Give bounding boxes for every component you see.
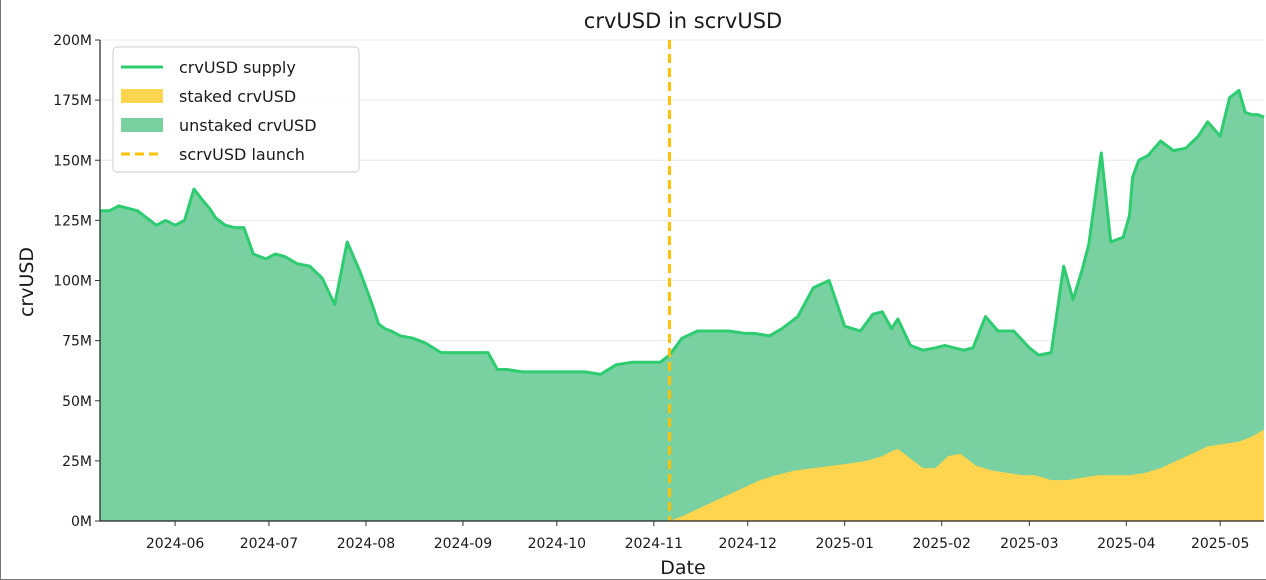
y-tick-label: 150M bbox=[53, 153, 92, 169]
x-tick-label: 2024-11 bbox=[625, 536, 684, 552]
x-tick-label: 2025-03 bbox=[1000, 536, 1059, 552]
x-tick-label: 2024-10 bbox=[528, 536, 587, 552]
chart-title: crvUSD in scrvUSD bbox=[584, 9, 782, 33]
legend-label-launch: scrvUSD launch bbox=[179, 145, 305, 164]
legend: crvUSD supply staked crvUSD unstaked crv… bbox=[112, 46, 360, 173]
areas bbox=[100, 90, 1264, 521]
x-tick-label: 2024-09 bbox=[434, 536, 493, 552]
supply-line bbox=[100, 89, 1265, 376]
y-tick-label: 100M bbox=[53, 274, 92, 290]
legend-label-unstaked: unstaked crvUSD bbox=[179, 116, 317, 135]
x-tick-label: 2025-04 bbox=[1097, 536, 1156, 552]
x-tick-label: 2024-12 bbox=[718, 536, 777, 552]
legend-label-supply: crvUSD supply bbox=[179, 58, 296, 77]
y-tick-label: 25M bbox=[62, 454, 92, 470]
x-ticks: 2024-06 2024-07 2024-08 2024-09 2024-10 2024-… bbox=[146, 521, 1250, 552]
legend-swatch-staked bbox=[121, 89, 163, 103]
legend-label-staked: staked crvUSD bbox=[179, 87, 296, 106]
unstaked-area bbox=[100, 90, 1264, 521]
y-axis-title: crvUSD bbox=[16, 247, 38, 317]
y-ticks: 0M 25M 50M 75M 100M 125M 150M 175M 200M bbox=[53, 33, 100, 530]
legend-swatch-unstaked bbox=[121, 118, 163, 132]
staked-area bbox=[669, 429, 1264, 521]
x-tick-label: 2024-06 bbox=[146, 536, 205, 552]
y-tick-label: 125M bbox=[53, 213, 92, 229]
x-tick-label: 2024-08 bbox=[337, 536, 396, 552]
x-tick-label: 2025-02 bbox=[912, 536, 971, 552]
lines bbox=[100, 40, 1265, 521]
legend-box bbox=[112, 46, 360, 173]
y-tick-label: 175M bbox=[53, 93, 92, 109]
y-tick-label: 200M bbox=[53, 33, 92, 49]
y-tick-label: 50M bbox=[62, 394, 92, 410]
x-axis-title: Date bbox=[660, 557, 705, 579]
y-tick-label: 0M bbox=[71, 514, 92, 530]
x-tick-label: 2025-01 bbox=[815, 536, 874, 552]
x-tick-label: 2024-07 bbox=[240, 536, 299, 552]
x-tick-label: 2025-05 bbox=[1191, 536, 1250, 552]
y-tick-label: 75M bbox=[62, 334, 92, 350]
